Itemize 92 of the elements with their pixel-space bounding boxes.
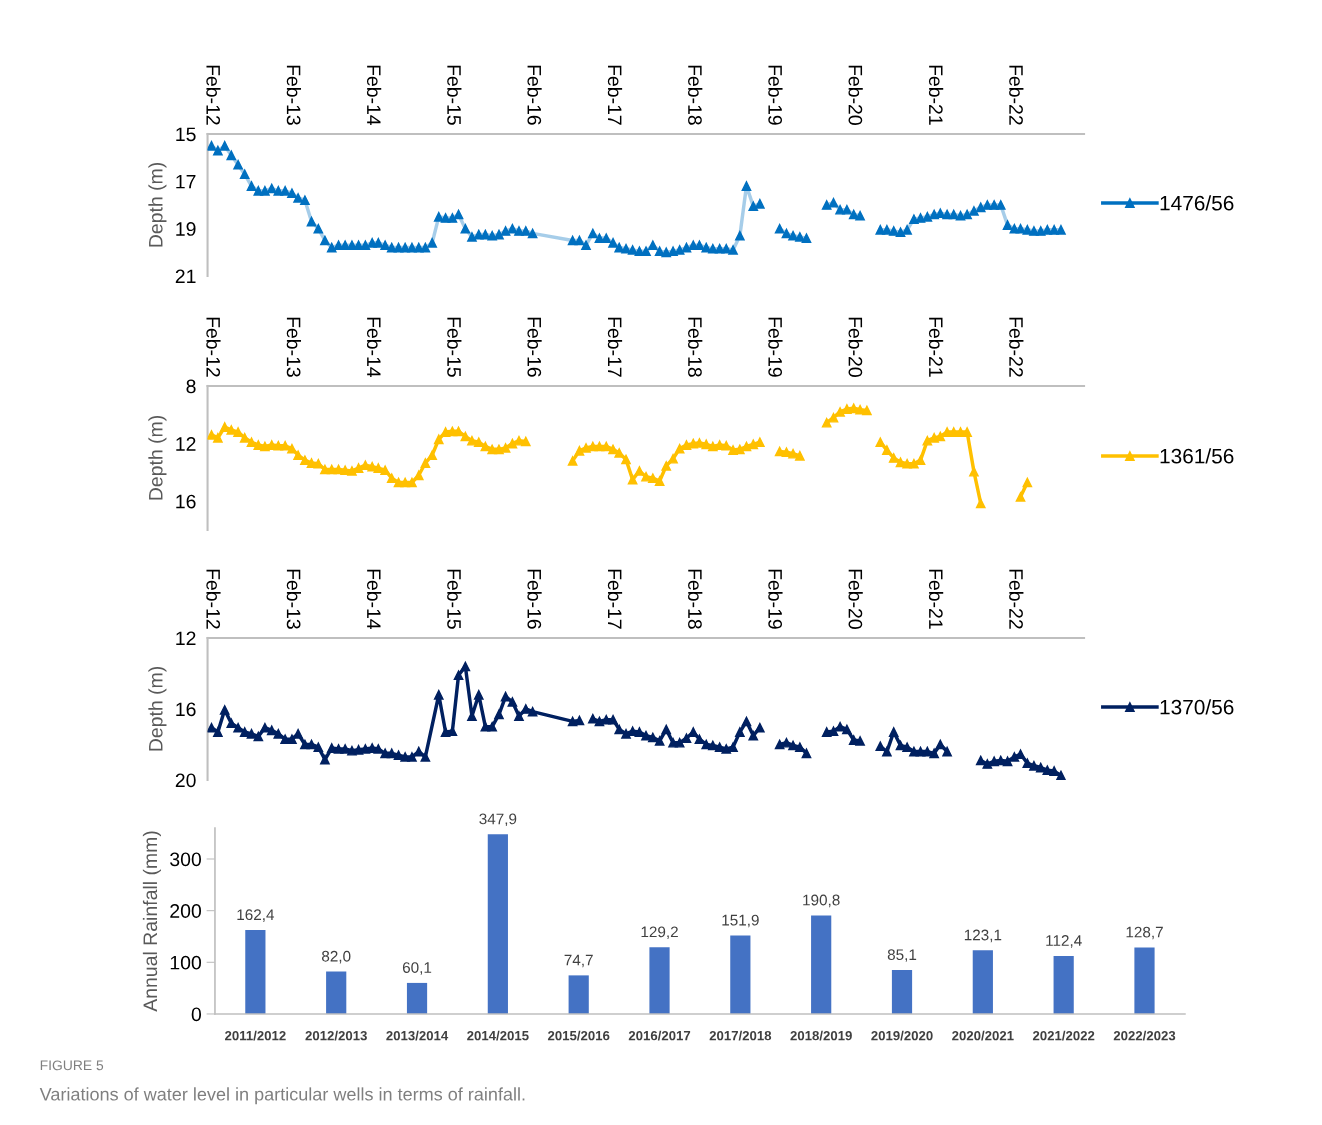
bar	[891, 970, 913, 1014]
x-tick-label: Feb-20	[848, 317, 863, 377]
bar	[487, 834, 508, 1014]
x-tick-label: Feb-16	[527, 65, 542, 125]
y-tick-label: 21	[175, 269, 196, 284]
x-tick-label: Feb-12	[206, 65, 221, 125]
bar	[568, 975, 589, 1014]
bar	[649, 947, 670, 1014]
text: Variations of water level in particular wells in terms of rainfall.	[39, 1087, 525, 1105]
y-tick-label: 19	[176, 222, 196, 236]
x-tick-label: Feb-21	[928, 317, 944, 377]
bar	[406, 982, 428, 1014]
x-tick-label: Feb-19	[768, 317, 783, 377]
y-axis-title: Depth (m)	[148, 162, 167, 247]
x-tick-label: Feb-21	[928, 65, 944, 125]
y-tick-label: 17	[176, 174, 196, 189]
data-label: 60,1	[402, 962, 432, 975]
y-tick-label: 15	[176, 127, 196, 142]
x-tick-label: 2020/2021	[952, 1030, 1014, 1041]
data-label: 128,7	[1126, 926, 1163, 940]
y-axis-title: Depth (m)	[148, 415, 167, 500]
caption: FIGURE 5	[40, 1060, 104, 1071]
y-tick-label: 16	[176, 494, 196, 509]
data-label: 129,2	[641, 926, 678, 940]
x-tick-label: Feb-16	[527, 569, 542, 629]
data-label: 82,0	[322, 950, 351, 964]
y-tick-label: 200	[170, 904, 202, 918]
data-label: 112,4	[1046, 935, 1082, 948]
y-axis-title: Annual Rainfall (mm)	[142, 831, 161, 1012]
y-axis-title: Depth (m)	[148, 666, 167, 751]
x-tick-label: Feb-15	[447, 65, 462, 125]
x-tick-label: Feb-18	[688, 569, 703, 629]
x-tick-label: Feb-17	[607, 317, 623, 377]
x-tick-label: Feb-13	[286, 317, 302, 377]
x-tick-label: Feb-19	[768, 65, 783, 125]
y-tick-label: 20	[175, 773, 196, 788]
y-tick-label: 12	[176, 631, 196, 646]
bar	[1053, 955, 1074, 1014]
x-tick-label: Feb-22	[1009, 317, 1024, 377]
bar	[1134, 947, 1155, 1014]
y-tick-label: 8	[186, 379, 196, 394]
data-label: 162,4	[237, 909, 275, 922]
x-tick-label: 2014/2015	[467, 1030, 529, 1041]
x-tick-label: Feb-15	[447, 569, 462, 629]
data-label: 190,8	[803, 894, 840, 908]
legend-label: 1370/56	[1160, 699, 1234, 715]
x-tick-label: Feb-15	[447, 317, 462, 377]
bar	[326, 971, 347, 1014]
bar	[245, 930, 266, 1014]
x-tick-label: Feb-22	[1009, 569, 1024, 629]
x-tick-label: Feb-12	[206, 317, 221, 377]
data-label: 85,1	[887, 949, 917, 962]
x-tick-label: Feb-14	[366, 569, 382, 630]
x-tick-label: Feb-13	[286, 65, 302, 125]
x-tick-label: Feb-19	[768, 569, 783, 629]
data-label: 74,7	[564, 954, 593, 968]
x-tick-label: Feb-17	[607, 569, 623, 629]
x-tick-label: 2019/2020	[871, 1030, 933, 1041]
x-tick-label: Feb-22	[1009, 65, 1024, 125]
x-tick-label: 2012/2013	[305, 1030, 367, 1041]
y-tick-label: 16	[176, 702, 196, 717]
y-tick-label: 300	[170, 852, 202, 867]
x-tick-label: 2013/2014	[386, 1030, 449, 1041]
data-label: 347,9	[479, 813, 517, 827]
x-tick-label: Feb-12	[206, 569, 221, 629]
legend-label: 1361/56	[1160, 448, 1234, 464]
y-tick-label: 0	[191, 1007, 201, 1022]
x-tick-label: 2015/2016	[547, 1030, 610, 1041]
x-tick-label: 2011/2012	[225, 1030, 286, 1041]
x-tick-label: 2016/2017	[628, 1030, 691, 1041]
x-tick-label: Feb-13	[286, 569, 302, 629]
x-tick-label: Feb-20	[848, 569, 863, 629]
bar	[972, 950, 993, 1014]
x-tick-label: Feb-17	[607, 65, 623, 125]
y-tick-label: 12	[176, 437, 196, 451]
x-tick-label: Feb-21	[928, 569, 944, 629]
x-tick-label: 2021/2022	[1032, 1030, 1095, 1041]
x-tick-label: 2017/2018	[709, 1030, 772, 1041]
bar	[811, 915, 832, 1014]
x-tick-label: Feb-14	[366, 65, 382, 126]
data-label: 123,1	[964, 929, 1002, 943]
x-tick-label: Feb-14	[366, 317, 382, 378]
x-tick-label: 2022/2023	[1113, 1030, 1176, 1041]
bar	[730, 935, 751, 1014]
data-label: 151,9	[722, 914, 759, 928]
x-tick-label: Feb-20	[848, 65, 863, 125]
x-tick-label: Feb-18	[688, 65, 703, 125]
x-tick-label: Feb-18	[688, 317, 703, 377]
x-tick-label: Feb-16	[527, 317, 542, 377]
x-tick-label: 2018/2019	[790, 1030, 852, 1041]
legend-label: 1476/56	[1160, 195, 1234, 211]
y-tick-label: 100	[170, 955, 202, 970]
